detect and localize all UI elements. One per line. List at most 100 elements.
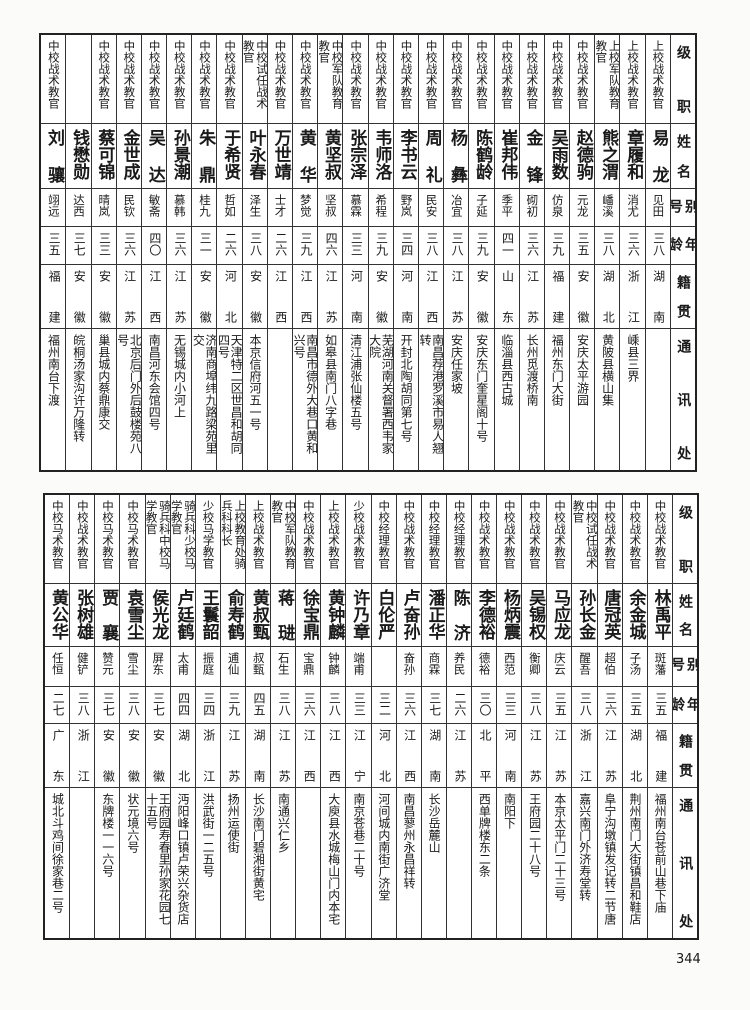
addr-text: 福州南台下渡 <box>46 334 61 406</box>
addr-cell: 福州南台苍前山巷下庙 <box>648 788 672 938</box>
rank-text: 中校试任战术教官 <box>572 500 597 569</box>
origin-cell: 安徽 <box>145 724 170 788</box>
age-cell: 三四 <box>195 687 220 724</box>
addr-cell: 安庆东门奎星阁十号 <box>469 329 493 470</box>
origin-cell: 湖南 <box>246 724 271 788</box>
alias-cell: 屏东 <box>145 647 170 687</box>
alias-text: 仿泉 <box>550 194 565 217</box>
name-cell: 黄坚叔 <box>318 124 343 189</box>
person-record: 少校战术教官 许乃章 端甫 三三 江宁 南京苍巷二十号 <box>345 495 371 938</box>
age-cell: 三三 <box>497 687 522 724</box>
rank-cell: 中校试任战术教官 <box>572 495 597 584</box>
origin-cell: 安徽 <box>66 265 91 329</box>
header-age-text: 年龄 <box>670 237 695 251</box>
person-record: 上校战术教官 黄钟麟 钟麟 三八 江西 大庾县水城梅山门内本宅 <box>320 495 346 938</box>
alias-text: 德裕 <box>477 652 492 675</box>
age-text: 四〇 <box>147 232 162 256</box>
rank-cell: 中校战术教官 <box>597 495 622 584</box>
age-text: 三四 <box>399 232 414 256</box>
alias-text: 梦觉 <box>298 194 313 217</box>
rank-cell: 中校战术教官 <box>192 35 217 124</box>
name-text: 周礼 <box>421 129 442 183</box>
header-addr-text: 通讯处 <box>675 339 692 460</box>
rank-cell: 中校战术教官 <box>116 35 141 124</box>
rank-cell: 中校战术教官 <box>469 35 494 124</box>
origin-text: 安徽 <box>101 729 116 782</box>
age-text: 三六 <box>626 232 641 256</box>
addr-text: 福州东门大街 <box>550 334 565 406</box>
name-text: 卢廷鹤 <box>173 589 194 640</box>
origin-cell: 湖北 <box>622 724 647 788</box>
header-column: 级职 姓名 别号 年龄 籍贯 通讯处 <box>669 35 695 470</box>
alias-text: 哲如 <box>223 194 238 217</box>
rank-text: 骑兵科中校马学教官 <box>145 500 170 569</box>
age-text: 四五 <box>251 692 266 716</box>
person-record: 中校战术教官 金锋 砌初 三六 江苏 长州觅渡桥南 <box>518 35 544 470</box>
age-cell: 三四 <box>393 227 418 265</box>
addr-cell: 洪武街一二五号 <box>196 788 220 938</box>
addr-cell: 黄陂县横山集 <box>595 329 619 470</box>
alias-cell: 任恒 <box>45 647 70 687</box>
origin-text: 安徽 <box>151 729 166 782</box>
origin-text: 江苏 <box>277 729 292 782</box>
name-text: 吴锡权 <box>525 589 546 640</box>
name-text: 唐冠英 <box>600 589 621 640</box>
person-record: 骑兵科中校马学教官 侯光龙 屏东 三七 安徽 王府园寿春里孙家花园七十五号 <box>144 495 170 938</box>
addr-cell <box>70 788 94 938</box>
addr-cell: 王府园二十八号 <box>522 788 546 938</box>
addr-cell: 南昌市德外大巷口黄和兴号 <box>293 329 317 470</box>
origin-cell: 安徽 <box>192 265 217 329</box>
alias-cell: 慕韩 <box>167 189 192 227</box>
person-record: 中校战术教官 李德裕 德裕 三〇 北平 西单牌楼东二条 <box>471 495 497 938</box>
name-cell: 金世成 <box>116 124 141 189</box>
name-cell: 熊之渭 <box>595 124 620 189</box>
person-record: 中校战术教官 徐宝鼎 宝鼎 三六 江西 <box>295 495 321 938</box>
person-record: 中校战术教官 吴雨数 仿泉 三九 福建 福州东门大街 <box>543 35 570 470</box>
rank-cell: 中校战术教官 <box>296 495 321 584</box>
addr-cell <box>646 329 670 470</box>
origin-text: 湖北 <box>176 729 191 782</box>
age-text: 四四 <box>176 692 191 716</box>
header-origin-cell: 籍贯 <box>672 724 697 788</box>
addr-cell: 荆州南门大街镇昌和鞋店 <box>623 788 647 938</box>
alias-text: 翊远 <box>46 194 61 217</box>
age-text: 三一 <box>198 232 213 256</box>
rank-cell: 上校战术教官 <box>620 35 645 124</box>
person-record: 骑兵科少校马学教官 卢廷鹤 太甫 四四 湖北 沔阳峰口镇卢荣兴杂货店 <box>169 495 195 938</box>
rank-cell: 中校战术教官 <box>70 495 95 584</box>
name-text: 许乃章 <box>349 589 370 640</box>
age-text: 三五 <box>553 692 568 716</box>
rank-text: 中校马术教官 <box>101 500 116 569</box>
addr-text: 西单牌楼东二条 <box>477 793 492 877</box>
header-name-text: 姓名 <box>674 134 691 178</box>
rank-cell: 中校战术教官 <box>368 35 393 124</box>
alias-cell: 醒吾 <box>572 647 597 687</box>
name-cell: 余金城 <box>622 584 647 647</box>
addr-text: 王府园寿春里孙家花园七十五号 <box>145 793 170 925</box>
rank-text: 上校战术教官 <box>626 40 641 109</box>
origin-cell: 江苏 <box>597 724 622 788</box>
origin-cell: 江苏 <box>446 724 472 788</box>
person-record: 中校战术教官 韦师洛 希程 三九 安徽 芜湖河南关督署西韦家大院 <box>367 35 393 470</box>
rank-cell: 中校战术教官 <box>396 495 421 584</box>
age-cell: 三六 <box>396 687 421 724</box>
alias-text: 子汤 <box>628 652 643 675</box>
age-cell: 三九 <box>293 227 318 265</box>
alias-text: 慕霖 <box>349 194 364 217</box>
addr-cell: 沔阳峰口镇卢荣兴杂货店 <box>171 788 195 938</box>
age-text: 二六 <box>223 232 238 256</box>
addr-text: 南昌蓼州永昌祥转 <box>402 793 417 889</box>
alias-text: 逋仙 <box>226 652 241 675</box>
name-text: 徐宝鼎 <box>299 589 320 640</box>
alias-text: 钟麟 <box>327 652 342 675</box>
origin-text: 安徽 <box>198 270 213 323</box>
addr-cell: 南昌荐港罗溪市易人翘转 <box>419 329 443 470</box>
origin-text: 江西 <box>424 270 439 323</box>
alias-text: 敏斋 <box>147 194 162 217</box>
alias-text: 石生 <box>276 652 291 675</box>
age-text: 三五 <box>653 692 668 716</box>
header-origin-cell: 籍贯 <box>670 265 695 329</box>
alias-cell: 太甫 <box>170 647 195 687</box>
roster-table-lower: 级职 姓名 别号 年龄 籍贯 通讯处 中校战术教官 林禹平 斑藩 三五 福建 福州南台苍前山巷下庙 中校… <box>43 493 699 940</box>
name-cell: 贾襄 <box>95 584 120 647</box>
